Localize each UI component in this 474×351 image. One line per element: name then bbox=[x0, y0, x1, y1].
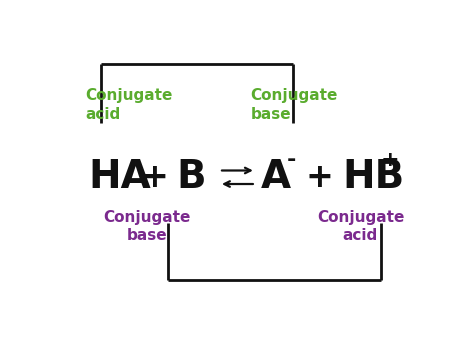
Text: HA: HA bbox=[89, 158, 151, 196]
Text: -: - bbox=[286, 150, 296, 170]
Text: Conjugate
acid: Conjugate acid bbox=[317, 210, 404, 243]
Text: Conjugate
base: Conjugate base bbox=[250, 88, 337, 122]
Text: B: B bbox=[177, 158, 207, 196]
Text: Conjugate
acid: Conjugate acid bbox=[85, 88, 173, 122]
Text: HB: HB bbox=[342, 158, 404, 196]
Text: A: A bbox=[261, 158, 292, 196]
Text: Conjugate
base: Conjugate base bbox=[104, 210, 191, 243]
Text: +: + bbox=[381, 150, 399, 170]
Text: +: + bbox=[305, 161, 333, 194]
Text: +: + bbox=[140, 161, 168, 194]
